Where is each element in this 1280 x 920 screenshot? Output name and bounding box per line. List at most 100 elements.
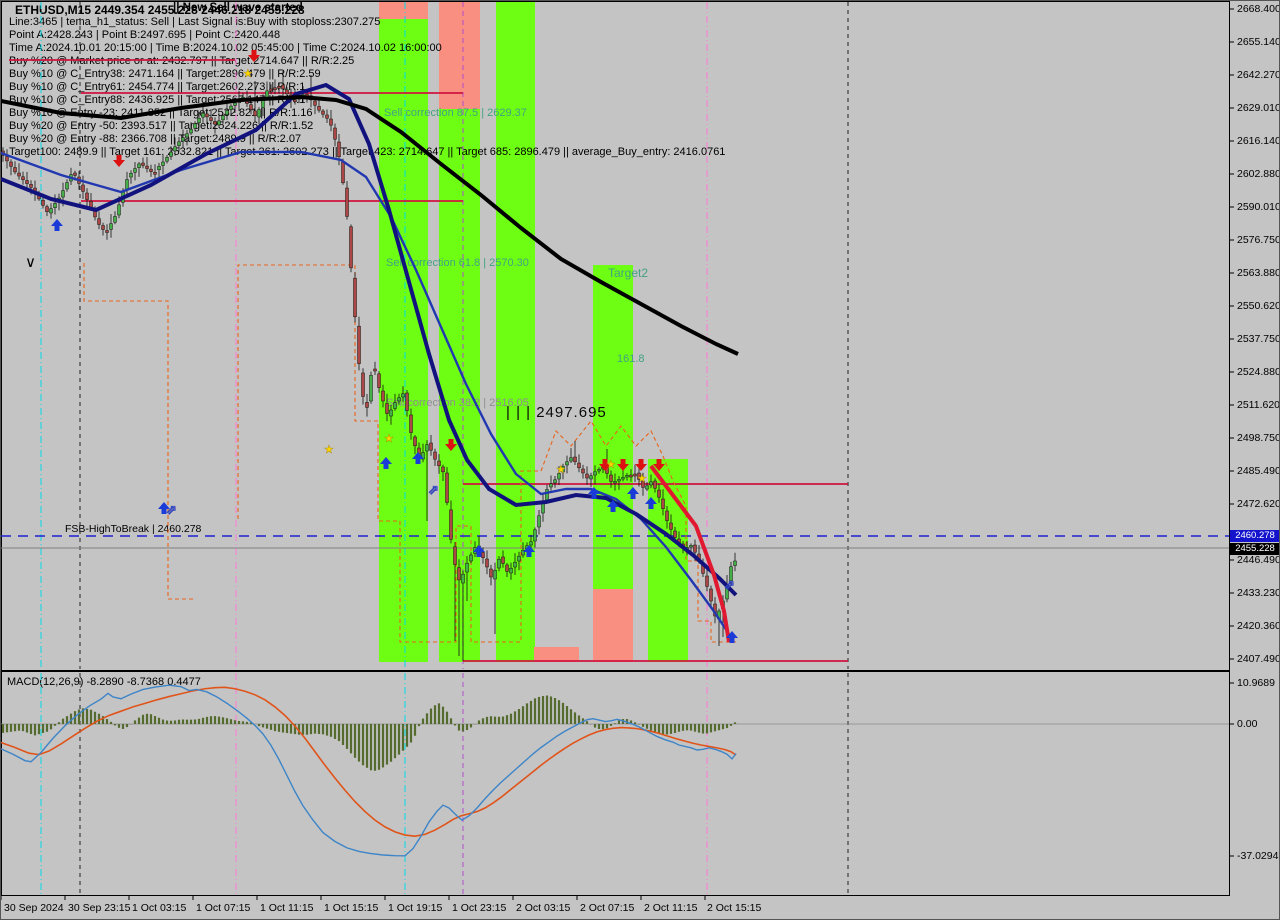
star-marker: ★ [637,473,647,485]
zone-band-salmon [439,1,480,109]
buy-arrow [645,497,657,509]
price-badge: 2460.278 [1230,530,1279,542]
buy-arrow [380,457,392,469]
macd-scale-label: -37.0294 [1237,850,1279,862]
price-tag-2497: | | | 2497.695 [506,404,607,421]
price-label: 2472.620 [1237,498,1280,510]
price-label: 2629.010 [1237,102,1280,114]
info-line-3: Time A:2024.10.01 20:15:00 | Time B:2024… [9,42,442,54]
price-label: 2524.880 [1237,366,1280,378]
star-marker: ★ [384,433,394,445]
sell-arrow [635,459,647,471]
buy-arrow [412,452,424,464]
star-marker: ★ [556,464,566,476]
plot-frame [1,1,1230,896]
macd-scale-label: 0.00 [1237,718,1258,730]
price-label: 2537.750 [1237,333,1280,345]
macd-main-line [1,684,737,857]
macd-scale-label: 10.9689 [1237,677,1275,689]
time-label[interactable]: 1 Oct 03:15 [132,902,187,914]
zone-band-green [593,265,633,589]
new-sell-wave-note: || New Sell wave started [173,2,303,14]
time-label[interactable]: 2 Oct 03:15 [516,902,571,914]
info-line-9: Buy %20 @ Entry -50: 2393.517 || Target:… [9,120,314,132]
info-line-4: Buy %20 @ Market price or at: 2432.797 |… [9,55,355,67]
sell-arrow [617,459,629,471]
price-label: 2616.140 [1237,135,1280,147]
time-label[interactable]: 1 Oct 19:15 [388,902,443,914]
info-line-6: Buy %10 @ C_Entry61: 2454.774 || Target:… [9,81,306,93]
buy-arrow [158,502,170,514]
star-marker: ★ [606,459,616,471]
price-badge: 2455.228 [1230,543,1279,555]
ma-fast-navy [1,82,738,597]
zone-band-salmon [593,589,633,662]
zone-band-salmon [534,647,579,662]
price-label: 2485.490 [1237,465,1280,477]
ma-slow-black [1,94,739,356]
buy-arrow [51,219,63,231]
time-label[interactable]: 30 Sep 23:15 [68,902,131,914]
price-label: 2420.360 [1237,620,1280,632]
annotation-2: Sell correction 38.2 | 2516.05 [386,397,529,409]
price-label: 2576.750 [1237,234,1280,246]
buy-arrow [523,545,535,557]
buy-arrow [627,487,639,499]
price-label: 2446.490 [1237,554,1280,566]
time-label[interactable]: 30 Sep 2024 [4,902,64,914]
annotation-4: 161.8 [617,353,645,365]
info-line-5: Buy %10 @ C_Entry38: 2471.164 || Target:… [9,68,321,80]
macd-indicator-label: MACD(12,26,9) -8.2890 -8.7368 0.4477 [7,676,201,688]
time-label[interactable]: 1 Oct 07:15 [196,902,251,914]
info-line-2: Point A:2428.243 | Point B:2497.695 | Po… [9,29,281,41]
buy-arrow [726,631,738,643]
sell-arrow [113,155,125,167]
fsb-high-to-break-label: FSB-HighToBreak | 2460.278 [65,523,202,535]
hollow-arrow-marker: ⇗ [166,502,177,517]
star-marker: ★ [324,444,334,456]
sell-arrow [445,439,457,451]
price-label: 2655.140 [1237,36,1280,48]
info-line-11: Target100: 2489.9 || Target 161: 2532.82… [9,146,726,158]
sell-arrow [653,459,665,471]
orange-channel-0 [83,263,195,600]
price-label: 2602.880 [1237,168,1280,180]
annotation-1: Sell correction 61.8 | 2570.30 [386,257,529,269]
time-label[interactable]: 2 Oct 07:15 [580,902,635,914]
ohlc-status-line: ETHUSD,M15 2449.354 2455.228 2446.218 24… [15,3,305,17]
time-label[interactable]: 2 Oct 11:15 [644,902,698,914]
check-marker: ∨ [25,254,36,271]
price-label: 2563.880 [1237,267,1280,279]
time-label[interactable]: 1 Oct 11:15 [260,902,314,914]
annotation-3: Target2 [608,266,649,280]
price-label: 2668.400 [1237,3,1280,15]
info-line-1: Line:3465 | tema_h1_status: Sell | Last … [9,16,381,28]
sell-arrow [248,50,260,62]
red-trend-line [649,464,731,643]
ma-medium-blue [1,150,730,635]
sell-arrow [599,459,611,471]
orange-channel-1 [237,264,355,519]
annotation-0: Sell correction 87.5 | 2629.37 [384,107,527,119]
price-label: 2407.490 [1237,653,1280,665]
price-label: 2511.620 [1237,399,1280,411]
time-label[interactable]: 1 Oct 23:15 [452,902,507,914]
price-label: 2498.750 [1237,432,1280,444]
orange-channel-3 [470,420,736,643]
macd-signal-line [1,686,737,837]
time-label[interactable]: 2 Oct 15:15 [707,902,762,914]
buy-arrow [473,545,485,557]
zone-band-salmon [379,1,428,19]
buy-arrow [588,487,600,499]
price-label: 2590.010 [1237,201,1280,213]
price-label: 2433.230 [1237,587,1280,599]
hollow-arrow-marker: ⇗ [724,577,735,592]
price-label: 2642.270 [1237,69,1280,81]
zone-band-green [379,19,428,662]
star-marker: ★ [243,68,253,80]
time-label[interactable]: 1 Oct 15:15 [324,902,379,914]
hollow-arrow-marker: ⇗ [428,482,439,497]
